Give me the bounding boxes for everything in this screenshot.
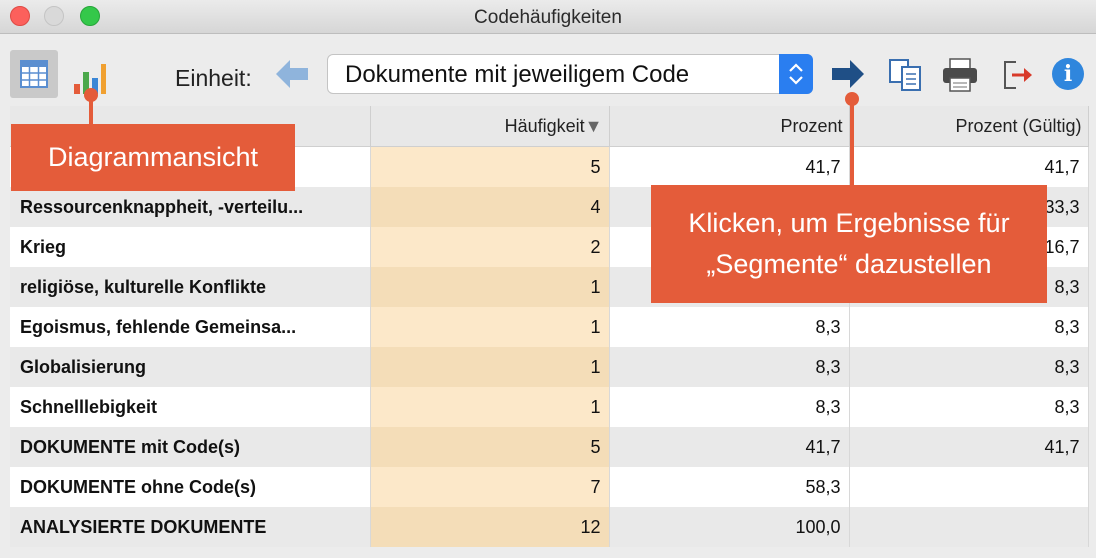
frequency-cell: 1 [370, 387, 610, 427]
frequency-cell: 7 [370, 467, 610, 507]
frequency-cell: 1 [370, 307, 610, 347]
code-name-cell: DOKUMENTE mit Code(s) [10, 427, 371, 467]
percent-cell: 8,3 [609, 387, 850, 427]
diagram-view-callout: Diagrammansicht [11, 124, 295, 191]
percent-valid-cell: 8,3 [849, 387, 1089, 427]
table-view-button[interactable] [10, 50, 58, 98]
info-icon: i [1063, 61, 1073, 87]
column-header-percent[interactable]: Prozent [609, 106, 850, 147]
unit-label: Einheit: [175, 65, 252, 91]
table-row[interactable]: Schnelllebigkeit 1 8,3 8,3 [10, 387, 1089, 427]
frequency-cell: 1 [370, 347, 610, 387]
code-name-cell: DOKUMENTE ohne Code(s) [10, 467, 371, 507]
frequency-cell: 2 [370, 227, 610, 267]
arrow-left-icon [276, 60, 308, 88]
print-icon [943, 58, 977, 92]
toolbar: Einheit: Dokumente mit jeweiligem Code [0, 34, 1096, 106]
code-name-cell: religiöse, kulturelle Konflikte [10, 267, 371, 307]
bar-chart-icon [74, 64, 106, 94]
table-row[interactable]: DOKUMENTE mit Code(s) 5 41,7 41,7 [10, 427, 1089, 467]
code-name-cell: Egoismus, fehlende Gemeinsa... [10, 307, 371, 347]
close-window-button[interactable] [10, 6, 30, 26]
callout-pointer-dot [84, 88, 98, 102]
unit-select[interactable]: Dokumente mit jeweiligem Code [327, 54, 813, 94]
code-name-cell: Krieg [10, 227, 371, 267]
copy-icon [889, 59, 921, 91]
frequency-cell: 12 [370, 507, 610, 547]
percent-valid-cell [849, 507, 1089, 547]
percent-cell: 58,3 [609, 467, 850, 507]
percent-valid-cell: 8,3 [849, 307, 1089, 347]
window-title: Codehäufigkeiten [474, 7, 622, 28]
table-row[interactable]: Globalisierung 1 8,3 8,3 [10, 347, 1089, 387]
arrow-right-icon [832, 60, 864, 88]
table-row[interactable]: DOKUMENTE ohne Code(s) 7 58,3 [10, 467, 1089, 507]
column-header-frequency[interactable]: Häufigkeit▼ [370, 106, 610, 147]
table-icon [20, 60, 48, 88]
chevron-up-down-icon [779, 54, 813, 94]
zoom-window-button[interactable] [80, 6, 100, 26]
percent-valid-cell [849, 467, 1089, 507]
percent-valid-cell: 8,3 [849, 347, 1089, 387]
frequency-cell: 5 [370, 427, 610, 467]
percent-valid-cell: 41,7 [849, 146, 1089, 187]
code-name-cell: Globalisierung [10, 347, 371, 387]
segments-callout: Klicken, um Ergebnisse für „Segmente“ da… [651, 185, 1047, 303]
sort-descending-icon: ▼ [584, 115, 603, 136]
callout-pointer-line [89, 96, 93, 126]
code-name-cell: Ressourcenknappheit, -verteilu... [10, 187, 371, 227]
code-name-cell: Schnelllebigkeit [10, 387, 371, 427]
frequency-cell: 4 [370, 187, 610, 227]
table-row[interactable]: ANALYSIERTE DOKUMENTE 12 100,0 [10, 507, 1089, 547]
percent-cell: 41,7 [609, 427, 850, 467]
chart-view-button[interactable] [70, 50, 110, 98]
minimize-window-button[interactable] [44, 6, 64, 26]
export-button[interactable] [1002, 58, 1034, 97]
segments-callout-line1: Klicken, um Ergebnisse für [688, 208, 1010, 238]
code-name-cell: ANALYSIERTE DOKUMENTE [10, 507, 371, 547]
info-button[interactable]: i [1052, 58, 1084, 90]
next-unit-button[interactable] [832, 60, 864, 93]
callout-pointer-line [850, 100, 854, 186]
copy-button[interactable] [888, 58, 924, 97]
segments-callout-line2: „Segmente“ dazustellen [706, 249, 992, 279]
export-icon [1004, 61, 1032, 89]
percent-valid-cell: 41,7 [849, 427, 1089, 467]
print-button[interactable] [942, 58, 978, 97]
frequency-cell: 1 [370, 267, 610, 307]
percent-cell: 8,3 [609, 347, 850, 387]
unit-select-value: Dokumente mit jeweiligem Code [345, 61, 690, 88]
percent-cell: 100,0 [609, 507, 850, 547]
percent-cell: 8,3 [609, 307, 850, 347]
previous-unit-button[interactable] [276, 60, 308, 93]
table-row[interactable]: Egoismus, fehlende Gemeinsa... 1 8,3 8,3 [10, 307, 1089, 347]
percent-cell: 41,7 [609, 146, 850, 187]
callout-pointer-dot [845, 92, 859, 106]
title-bar: Codehäufigkeiten [0, 0, 1096, 34]
column-header-percent-valid[interactable]: Prozent (Gültig) [849, 106, 1089, 147]
frequency-cell: 5 [370, 146, 610, 187]
